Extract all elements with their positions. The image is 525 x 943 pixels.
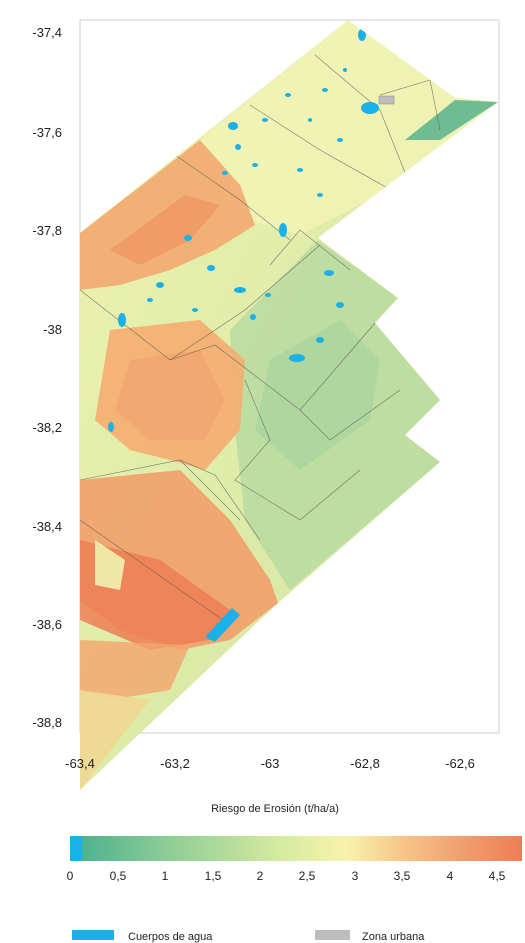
x-tick-label: -62,8 — [350, 756, 380, 771]
x-axis: -63,4 -63,2 -63 -62,8 -62,6 — [65, 756, 475, 771]
colorbar-tick-label: 2,5 — [299, 869, 316, 883]
y-tick-label: -38,6 — [32, 617, 62, 632]
colorbar-tick-label: 3 — [352, 869, 359, 883]
x-tick-label: -63,2 — [160, 756, 190, 771]
colorbar-tick-label: 2 — [257, 869, 264, 883]
colorbar-tick-label: 1 — [162, 869, 169, 883]
y-tick-label: -38,8 — [32, 715, 62, 730]
y-tick-label: -37,8 — [32, 223, 62, 238]
erosion-map — [80, 20, 498, 790]
legend-label-water: Cuerpos de agua — [128, 931, 213, 943]
legend-swatch-urban — [315, 930, 350, 940]
colorbar-tick-label: 4,5 — [489, 869, 506, 883]
y-tick-label: -38,4 — [32, 519, 62, 534]
colorbar-water-swatch — [70, 836, 82, 861]
colorbar-ticks: 0 0,5 1 1,5 2 2,5 3 3,5 4 4,5 — [67, 869, 506, 883]
legend-label-urban: Zona urbana — [362, 931, 425, 943]
legend-swatch-water — [72, 930, 114, 940]
colorbar-tick-label: 0 — [67, 869, 74, 883]
y-tick-label: -37,6 — [32, 125, 62, 140]
y-tick-label: -38,2 — [32, 420, 62, 435]
x-tick-label: -63 — [261, 756, 280, 771]
x-tick-label: -62,6 — [445, 756, 475, 771]
y-tick-label: -37,4 — [32, 25, 62, 40]
legend-title: Riesgo de Erosión (t/ha/a) — [211, 803, 339, 815]
y-tick-label: -38 — [43, 322, 62, 337]
y-axis: -37,4 -37,6 -37,8 -38 -38,2 -38,4 -38,6 … — [32, 25, 62, 730]
colorbar-tick-label: 4 — [447, 869, 454, 883]
x-tick-label: -63,4 — [65, 756, 95, 771]
colorbar — [82, 836, 522, 861]
colorbar-tick-label: 0,5 — [110, 869, 127, 883]
colorbar-tick-label: 1,5 — [205, 869, 222, 883]
colorbar-tick-label: 3,5 — [394, 869, 411, 883]
